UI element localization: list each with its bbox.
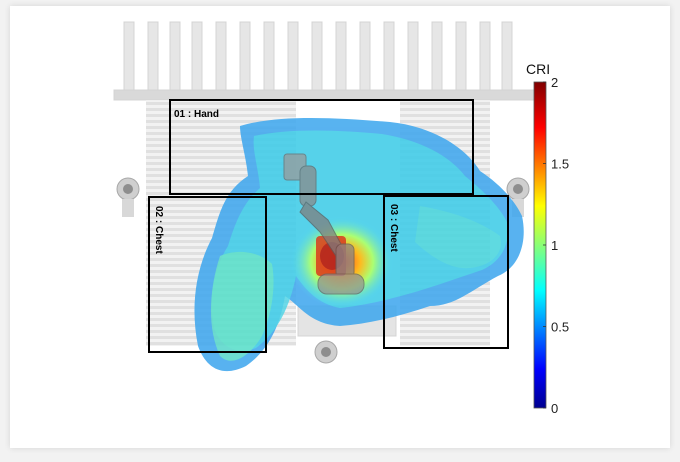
colorbar-title: CRI (526, 61, 550, 77)
camera-left (116, 177, 140, 217)
zone-03: 03 : Chest (383, 195, 509, 349)
zone-03-label: 03 : Chest (388, 204, 399, 252)
colorbar-tick-label: 1.5 (551, 157, 569, 172)
zone-01-box (169, 99, 474, 195)
cri-heat-cloud (194, 118, 524, 372)
zone-02: 02 : Chest (148, 196, 267, 353)
robot-arm (283, 153, 365, 295)
zone-03-box (383, 195, 509, 349)
colorbar-ticks: 0 0.5 1 1.5 2 (543, 75, 569, 416)
colorbar: CRI 0 0.5 1 1.5 2 (526, 61, 569, 416)
zone-02-label: 02 : Chest (153, 206, 164, 254)
zone-01-label: 01 : Hand (174, 109, 219, 120)
colorbar-tick-label: 0.5 (551, 320, 569, 335)
camera-bottom (314, 340, 338, 364)
cri-heatmap-plot: 01 : Hand 02 : Chest 03 : Chest CRI 0 0.5… (113, 21, 569, 416)
colorbar-tick-label: 2 (551, 75, 558, 90)
zone-02-box (148, 196, 267, 353)
zone-01: 01 : Hand (169, 99, 474, 195)
colorbar-tick-label: 1 (551, 238, 558, 253)
colorbar-tick-label: 0 (551, 401, 558, 416)
cri-figure: 01 : Hand 02 : Chest 03 : Chest CRI 0 0.5… (10, 6, 670, 448)
